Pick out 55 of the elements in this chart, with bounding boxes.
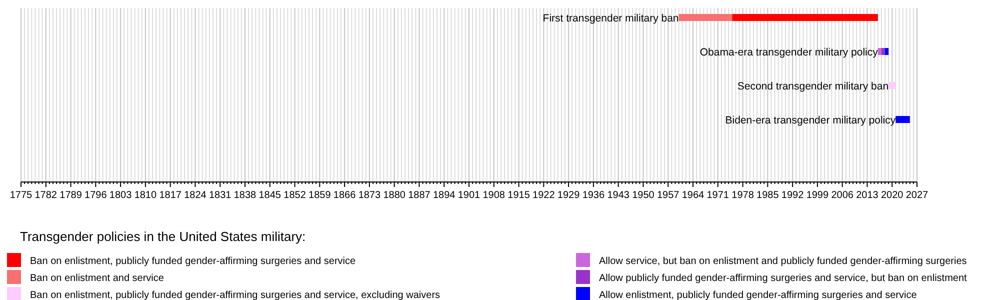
bar xyxy=(896,116,910,123)
x-tick-label: 1964 xyxy=(682,190,705,201)
y-tick-label: First transgender military ban xyxy=(542,12,679,24)
x-tick-label: 1922 xyxy=(532,190,556,201)
x-tick-label: 2013 xyxy=(856,190,879,201)
x-tick-label: 1950 xyxy=(632,190,655,201)
x-tick-label: 1936 xyxy=(582,190,606,201)
x-tick-label: 1908 xyxy=(482,190,506,201)
x-tick-label: 1971 xyxy=(706,190,730,201)
x-tick-label: 1838 xyxy=(234,190,257,201)
x-tick-label: 1957 xyxy=(656,190,680,201)
x-tick-label: 1859 xyxy=(308,190,332,201)
x-tick-label: 1901 xyxy=(458,190,481,201)
bar xyxy=(878,48,882,55)
legend-label: Ban on enlistment and service xyxy=(30,273,164,284)
legend-title: Transgender policies in the United States military: xyxy=(20,229,306,244)
x-tick-label: 1810 xyxy=(134,190,158,201)
bar xyxy=(888,82,896,89)
legend-label: Ban on enlistment, publicly funded gender-affirming surgeries and service, excluding waivers xyxy=(30,290,440,300)
y-tick-label: Second transgender military ban xyxy=(737,80,889,92)
x-tick-label: 1929 xyxy=(557,190,580,201)
x-tick-label: 2027 xyxy=(906,190,929,201)
x-tick-label: 1796 xyxy=(84,190,108,201)
x-tick-label: 1985 xyxy=(756,190,780,201)
x-tick-label: 1999 xyxy=(806,190,830,201)
bar xyxy=(678,14,732,21)
x-tick-label: 1803 xyxy=(109,190,132,201)
x-tick-label: 2006 xyxy=(831,190,854,201)
x-tick-label: 1817 xyxy=(159,190,182,201)
x-tick-label: 1873 xyxy=(358,190,382,201)
x-tick-label: 1852 xyxy=(284,190,306,201)
x-tick-label: 1789 xyxy=(60,190,82,201)
y-tick-label: Biden-era transgender military policy xyxy=(725,114,896,126)
x-tick-label: 1978 xyxy=(732,190,754,201)
x-tick-label: 1866 xyxy=(333,190,356,201)
legend-label: Allow publicly funded gender-affirming surgeries and service, but ban on enlistment xyxy=(599,273,968,284)
bar xyxy=(732,14,878,21)
x-tick-label: 2020 xyxy=(880,190,904,201)
bar xyxy=(885,48,889,55)
x-tick-label: 1824 xyxy=(184,190,207,201)
x-tick-label: 1992 xyxy=(781,190,804,201)
legend-label: Allow service, but ban on enlistment and publicly funded gender-affirming surgeries xyxy=(599,256,967,267)
legend-label: Allow enlistment, publicly funded gender-affirming surgeries and service xyxy=(599,290,918,300)
x-tick-label: 1782 xyxy=(34,190,58,201)
x-tick-label: 1845 xyxy=(258,190,282,201)
x-tick-label: 1894 xyxy=(432,190,456,201)
x-tick-label: 1831 xyxy=(208,190,232,201)
legend-label: Ban on enlistment, publicly funded gender-affirming surgeries and service xyxy=(30,256,356,267)
x-tick-label: 1880 xyxy=(383,190,406,201)
x-tick-label: 1943 xyxy=(607,190,630,201)
bar xyxy=(881,48,885,55)
x-tick-label: 1775 xyxy=(10,190,33,201)
x-tick-label: 1915 xyxy=(508,190,530,201)
y-tick-label: Obama-era transgender military policy xyxy=(700,46,879,58)
x-tick-label: 1887 xyxy=(408,190,431,201)
